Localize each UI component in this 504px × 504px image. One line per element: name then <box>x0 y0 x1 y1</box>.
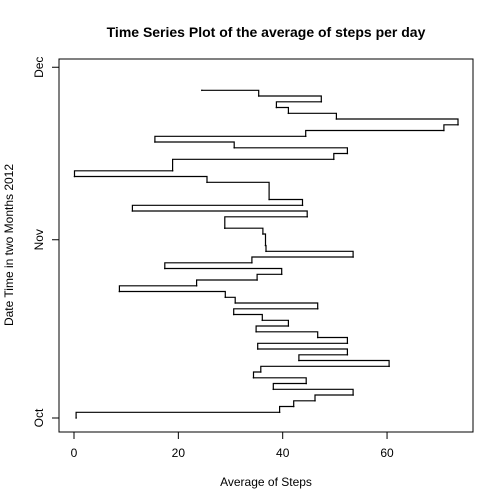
data-point <box>73 175 76 178</box>
chart-title: Time Series Plot of the average of steps… <box>107 24 426 40</box>
data-point <box>316 336 319 339</box>
data-point <box>305 382 308 385</box>
data-point <box>314 400 316 402</box>
data-point <box>292 405 295 408</box>
data-point <box>352 256 354 258</box>
data-point <box>195 285 198 287</box>
data-point <box>272 388 275 391</box>
series-layer <box>73 89 459 419</box>
x-tick-label: 20 <box>172 446 186 460</box>
x-tick-label: 60 <box>380 446 394 460</box>
data-point <box>257 95 260 97</box>
data-point <box>75 417 77 419</box>
data-point <box>275 106 278 109</box>
data-point <box>171 170 174 172</box>
data-point <box>255 331 257 333</box>
data-point <box>304 135 307 138</box>
data-point <box>346 354 349 356</box>
data-point <box>316 308 319 310</box>
data-point <box>224 227 226 229</box>
data-point <box>320 101 323 103</box>
data-point <box>224 296 227 299</box>
data-point <box>234 302 236 304</box>
data-point <box>346 152 349 155</box>
x-tick-label: 0 <box>71 446 78 460</box>
data-point <box>352 394 354 396</box>
data-point <box>131 210 134 212</box>
x-axis-label: Average of Steps <box>220 475 312 489</box>
y-axis-label: Date Time in two Months 2012 <box>2 164 16 326</box>
data-point <box>278 411 281 414</box>
data-point <box>265 250 267 253</box>
y-axis: Oct Nov Dec <box>32 57 60 427</box>
x-axis: 0 20 40 60 <box>71 431 394 460</box>
data-point <box>346 342 349 345</box>
data-point <box>301 204 304 207</box>
data-point <box>298 359 300 362</box>
data-point <box>201 89 203 92</box>
data-point <box>164 267 166 270</box>
data-point <box>268 198 270 201</box>
data-point <box>280 273 283 276</box>
data-point <box>333 158 335 161</box>
data-point <box>306 216 309 218</box>
y-tick-label: Dec <box>32 57 46 78</box>
data-point <box>261 319 264 322</box>
data-point <box>233 147 235 149</box>
series-line <box>73 89 459 418</box>
data-point <box>287 325 290 327</box>
data-point <box>256 348 259 350</box>
data-point <box>154 141 156 143</box>
data-point <box>251 262 253 264</box>
x-tick-label: 40 <box>276 446 290 460</box>
data-point <box>118 290 121 293</box>
data-point <box>252 377 255 379</box>
data-point <box>388 365 390 368</box>
data-point <box>443 129 445 132</box>
data-point <box>287 112 290 115</box>
y-tick-label: Nov <box>32 229 46 250</box>
data-point <box>256 279 258 281</box>
data-point <box>260 371 262 373</box>
data-point <box>335 118 338 120</box>
y-tick-label: Oct <box>32 408 46 427</box>
data-point <box>232 313 235 316</box>
data-point <box>457 124 459 126</box>
data-point <box>206 181 208 184</box>
data-point <box>262 233 264 235</box>
data-point <box>264 244 267 247</box>
